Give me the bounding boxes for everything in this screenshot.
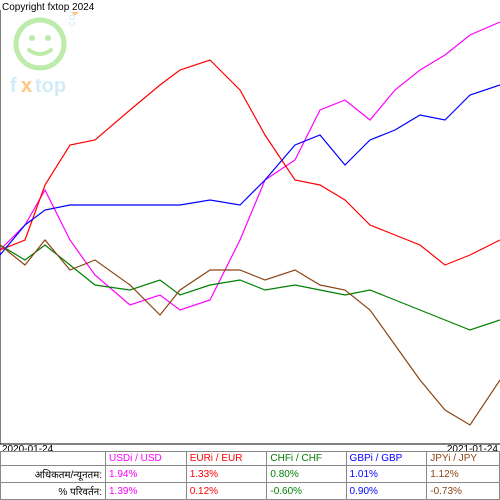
- table-cell: 0.80%: [267, 466, 346, 483]
- row-label: % परिवर्तन:: [1, 483, 106, 500]
- table-header-cell: CHFi / CHF: [267, 452, 346, 466]
- series-line: [0, 245, 500, 330]
- table-header-cell: EURi / EUR: [186, 452, 267, 466]
- currency-chart: [0, 10, 500, 445]
- table-cell: 1.33%: [186, 466, 267, 483]
- table-header-cell: JPYi / JPY: [427, 452, 500, 466]
- table-cell: 1.12%: [427, 466, 500, 483]
- table-row: % परिवर्तन:1.39%0.12%-0.60%0.90%-0.73%: [1, 483, 500, 500]
- summary-table: USDi / USDEURi / EURCHFi / CHFGBPi / GBP…: [0, 451, 500, 500]
- row-label: अधिकतम/न्यूनतम:: [1, 466, 106, 483]
- series-line: [0, 22, 500, 310]
- table-cell: 0.90%: [346, 483, 427, 500]
- table-cell: 0.12%: [186, 483, 267, 500]
- table-cell: 1.01%: [346, 466, 427, 483]
- table-corner: [1, 452, 106, 466]
- table-header-cell: USDi / USD: [106, 452, 187, 466]
- table-header-cell: GBPi / GBP: [346, 452, 427, 466]
- series-line: [0, 240, 500, 425]
- table-cell: -0.60%: [267, 483, 346, 500]
- table-row: अधिकतम/न्यूनतम:1.94%1.33%0.80%1.01%1.12%: [1, 466, 500, 483]
- table-cell: 1.39%: [106, 483, 187, 500]
- table-cell: 1.94%: [106, 466, 187, 483]
- table-header-row: USDi / USDEURi / EURCHFi / CHFGBPi / GBP…: [1, 452, 500, 466]
- series-line: [0, 85, 500, 255]
- table-cell: -0.73%: [427, 483, 500, 500]
- series-line: [0, 60, 500, 265]
